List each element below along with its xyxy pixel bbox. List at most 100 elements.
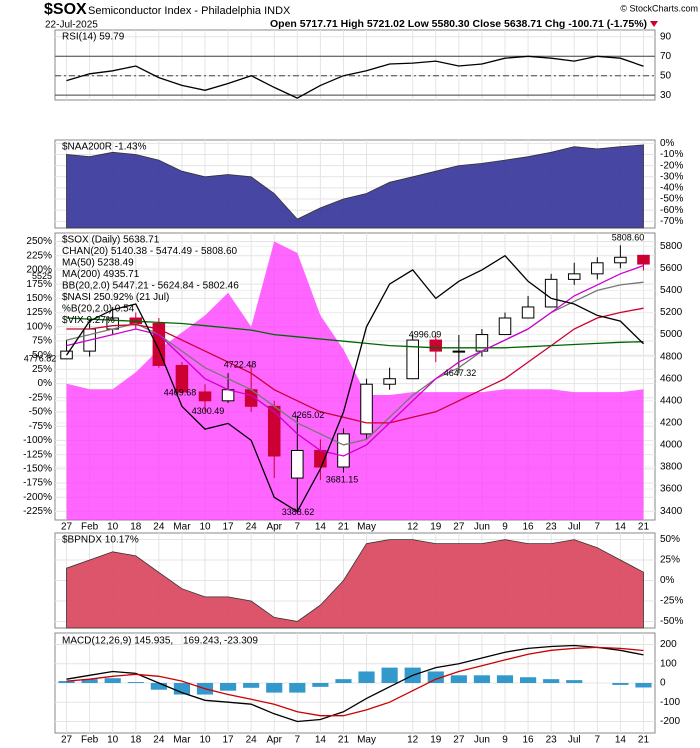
price-annotation: 4996.09 [409, 329, 442, 339]
y2-tick-label: 5400 [660, 285, 683, 296]
x-tick-label: 19 [430, 522, 442, 533]
histogram-bar [543, 679, 560, 683]
x-tick-label: 17 [223, 735, 235, 746]
candle-body [452, 350, 466, 353]
y-tick-label: 50% [660, 534, 680, 545]
legend-entry: $SOX (Daily) 5638.71 [62, 235, 160, 246]
price-annotation: 3681.15 [326, 475, 359, 485]
x-tick-label: 17 [223, 522, 235, 533]
series-line [66, 264, 644, 457]
symbol: $SOX [44, 1, 87, 18]
x-tick-label: 10 [107, 735, 119, 746]
x-tick-label: Apr [266, 522, 282, 533]
x-tick-label: 7 [295, 522, 301, 533]
x-tick-label: May [357, 522, 376, 533]
histogram-bar [566, 680, 583, 683]
x-tick-label: Jul [568, 522, 581, 533]
x-tick-label: 21 [338, 735, 350, 746]
y-tick-label: 100% [26, 321, 52, 332]
y-tick-label: -150% [23, 463, 52, 474]
y-tick-label: -20% [660, 160, 683, 171]
candle-body [614, 256, 627, 264]
candle-body [498, 317, 512, 336]
x-tick-label: 7 [595, 735, 601, 746]
histogram-bar [127, 682, 144, 683]
y-tick-label: 50% [32, 350, 52, 361]
y-tick-label: -75% [29, 421, 52, 432]
series-line [65, 254, 644, 513]
series-line [66, 317, 644, 349]
candle-body [544, 278, 558, 308]
y-tick-label: -100 [660, 697, 680, 708]
legend-entry: MA(50) 5238.49 [62, 258, 134, 269]
candle-body [383, 378, 396, 385]
x-tick-label: 27 [61, 735, 73, 746]
x-tick-label: 7 [295, 735, 301, 746]
y2-tick-label: 3400 [660, 506, 683, 517]
histogram-bar [150, 683, 167, 690]
price-annotation: 4647.32 [444, 368, 477, 378]
x-tick-label: 7 [595, 522, 601, 533]
y2-tick-label: 4200 [660, 418, 683, 429]
legend-entry: $NASI 250.92% (21 Jul) [62, 292, 169, 303]
x-tick-label: 16 [523, 522, 535, 533]
y-tick-label: -50% [660, 194, 683, 205]
histogram-bar [450, 675, 467, 683]
legend-entry: $BPNDX 10.17% [62, 535, 139, 546]
date: 22-Jul-2025 [45, 20, 98, 31]
y-tick-label: 175% [26, 279, 52, 290]
series-line [66, 307, 644, 424]
price-annotation: 5525 [32, 271, 52, 281]
legend-entry: MA(200) 4935.71 [62, 269, 140, 280]
y-tick-label: -50% [660, 616, 683, 627]
series-area [66, 241, 644, 520]
x-tick-label: 24 [153, 735, 165, 746]
y-tick-label: -10% [660, 149, 683, 160]
x-tick-label: 12 [407, 522, 419, 533]
y-tick-label: -225% [23, 506, 52, 517]
y-tick-label: 75% [32, 336, 52, 347]
legend-entry: $NAA200R -1.43% [62, 142, 147, 153]
histogram-bar [358, 671, 375, 683]
x-tick-label: Mar [173, 735, 191, 746]
x-tick-label: 23 [546, 735, 558, 746]
series-line [66, 646, 644, 717]
candle-body [175, 364, 189, 393]
y-tick-label: 125% [26, 307, 52, 318]
histogram-bar [81, 679, 98, 683]
y2-tick-label: 4800 [660, 351, 683, 362]
y-tick-label: 200% [26, 265, 52, 276]
histogram-bar [104, 678, 121, 683]
candle-body [152, 323, 166, 366]
candle-body [521, 306, 535, 319]
candle-body [637, 254, 650, 265]
series-area [66, 539, 644, 629]
y-tick-label: 50 [660, 70, 672, 81]
y-tick-label: -25% [29, 392, 52, 403]
x-tick-label: 23 [546, 522, 558, 533]
y-tick-label: -40% [660, 183, 683, 194]
y-tick-label: 25% [32, 364, 52, 375]
price-annotation: 4265.02 [292, 410, 325, 420]
x-tick-label: 19 [430, 735, 442, 746]
y2-tick-label: 5000 [660, 329, 683, 340]
x-tick-label: 24 [153, 522, 165, 533]
y-tick-label: 90 [660, 31, 672, 42]
y-tick-label: 0% [660, 575, 675, 586]
y2-tick-label: 5200 [660, 307, 683, 318]
y-tick-label: -30% [660, 171, 683, 182]
histogram-bar [335, 679, 352, 683]
y2-tick-label: 4000 [660, 440, 683, 451]
y-tick-label: 200 [660, 639, 677, 650]
y2-tick-label: 4600 [660, 373, 683, 384]
y-tick-label: 0% [660, 138, 675, 149]
y2-tick-label: 3800 [660, 462, 683, 473]
series-area [66, 144, 644, 229]
x-tick-label: 18 [130, 522, 142, 533]
quote: Open 5717.71 High 5721.02 Low 5580.30 Cl… [270, 18, 647, 30]
y-tick-label: -70% [660, 216, 683, 227]
histogram-bar [58, 681, 75, 683]
x-tick-label: May [357, 735, 376, 746]
histogram-bar [173, 683, 190, 695]
